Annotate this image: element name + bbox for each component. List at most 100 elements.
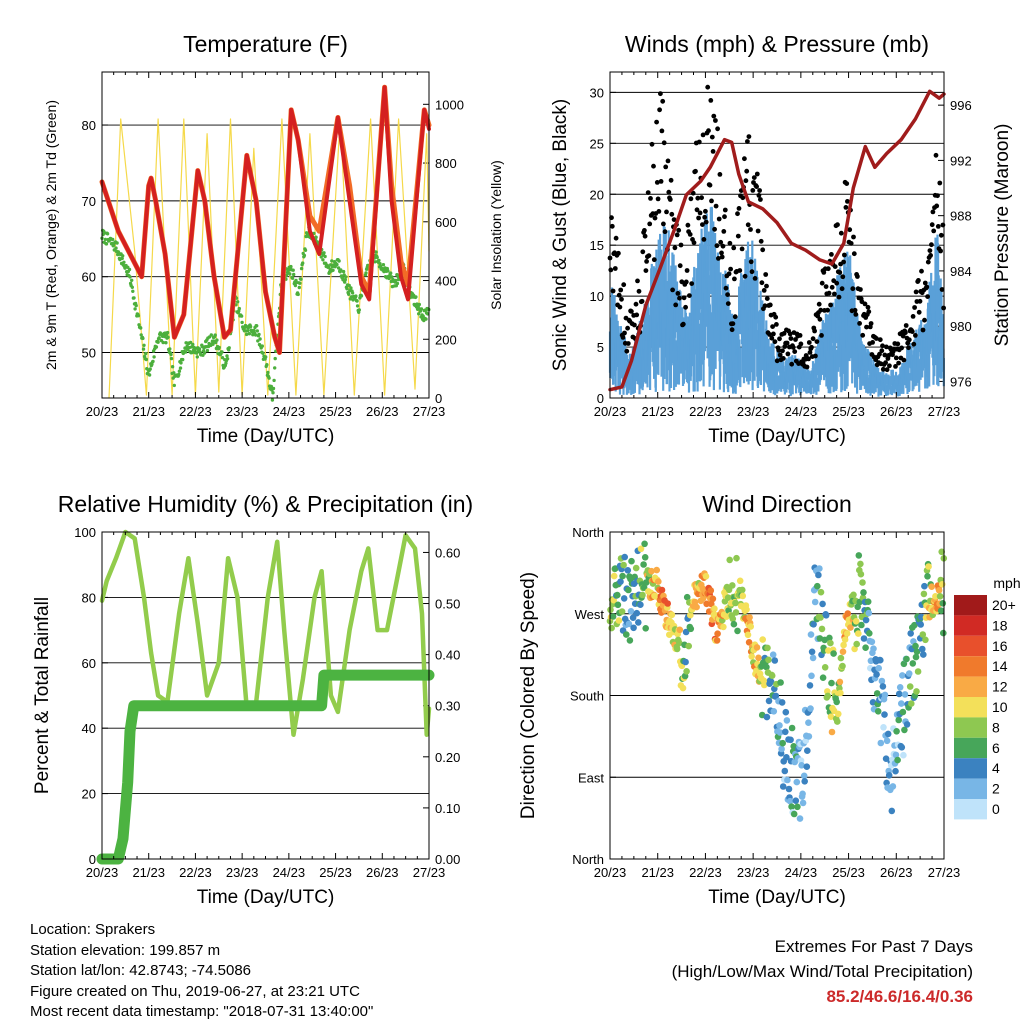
wind-ytick-label: 10	[590, 289, 604, 304]
direction-point	[783, 717, 791, 724]
dewpoint-point	[264, 355, 268, 359]
gust-point	[877, 351, 882, 357]
gust-point	[776, 347, 782, 353]
gust-point	[939, 287, 945, 292]
gust-point	[746, 134, 752, 140]
rh-ylabel: Percent & Total Rainfall	[32, 597, 53, 794]
gust-point	[714, 243, 720, 249]
gust-point	[858, 287, 863, 292]
gust-point	[829, 284, 835, 290]
direction-point	[708, 600, 715, 608]
gust-point	[725, 292, 730, 297]
temp-ytick-label: 70	[82, 194, 96, 209]
direction-point	[857, 570, 865, 578]
gust-point	[663, 164, 669, 170]
legend-label: 18	[992, 617, 1008, 633]
direction-point	[632, 564, 640, 572]
gust-point	[620, 335, 626, 340]
direction-point	[839, 662, 846, 670]
direction-point	[920, 590, 928, 598]
direction-point	[707, 587, 715, 594]
gust-point	[911, 341, 917, 347]
dewpoint-point	[335, 262, 339, 267]
direction-point	[755, 654, 762, 662]
dir-xtick-label: 26/23	[880, 865, 913, 880]
dewpoint-point	[156, 340, 160, 344]
gust-point	[865, 304, 871, 310]
gust-point	[884, 367, 890, 373]
dewpoint-point	[147, 373, 152, 377]
dewpoint-point	[141, 347, 146, 351]
dewpoint-point	[179, 361, 183, 365]
gust-point	[617, 304, 623, 310]
direction-point	[928, 583, 935, 590]
direction-point	[711, 605, 718, 612]
gust-point	[929, 222, 935, 228]
temp-ylabel: 2m & 9m T (Red, Orange) & 2m Td (Green)	[43, 100, 59, 370]
dewpoint-point	[272, 378, 276, 383]
dewpoint-point	[314, 235, 318, 239]
gust-point	[744, 168, 750, 174]
direction-point	[873, 690, 881, 697]
dewpoint-point	[373, 260, 377, 264]
direction-point	[898, 744, 906, 751]
gust-point	[823, 284, 829, 289]
direction-point	[703, 600, 710, 608]
direction-point	[938, 581, 946, 588]
gust-point	[812, 328, 817, 334]
temp-xtick-label: 27/23	[413, 404, 446, 419]
gust-point	[689, 281, 695, 286]
direction-point	[614, 601, 622, 609]
gust-point	[821, 270, 827, 275]
gust-point	[624, 348, 630, 354]
gust-point	[785, 351, 791, 357]
legend-swatch	[954, 635, 987, 657]
rh-xtick-label: 22/23	[179, 865, 212, 880]
direction-point	[614, 591, 621, 599]
gust-point	[658, 179, 664, 184]
wind-y2tick-label: 988	[950, 209, 972, 224]
direction-point	[729, 615, 737, 623]
gust-point	[703, 208, 708, 214]
direction-point	[828, 728, 836, 736]
gust-point	[625, 341, 631, 346]
dewpoint-point	[202, 351, 207, 355]
direction-point	[691, 598, 699, 606]
gust-point	[718, 239, 724, 245]
gust-point	[758, 238, 764, 244]
dewpoint-point	[414, 295, 418, 299]
rh-xtick-label: 20/23	[86, 865, 119, 880]
gust-point	[880, 343, 885, 349]
dewpoint-point	[339, 268, 343, 272]
direction-point	[818, 625, 826, 633]
dewpoint-point	[152, 355, 156, 359]
gust-point	[788, 336, 794, 341]
gust-point	[870, 340, 875, 345]
dewpoint-point	[377, 258, 381, 263]
gust-point	[715, 126, 720, 132]
direction-point	[768, 672, 776, 679]
gust-point	[920, 327, 926, 333]
gust-point	[683, 279, 689, 285]
extremes-subheading: (High/Low/Max Wind/Total Precipitation)	[671, 962, 973, 981]
dewpoint-point	[240, 320, 244, 325]
dewpoint-point	[296, 292, 300, 297]
gust-point	[925, 294, 930, 299]
direction-point	[702, 573, 710, 580]
dewpoint-point	[177, 369, 182, 373]
gust-point	[681, 295, 687, 301]
dewpoint-point	[148, 367, 152, 371]
direction-point	[792, 797, 800, 804]
gust-point	[848, 241, 854, 246]
gust-point	[884, 344, 889, 350]
dewpoint-point	[381, 263, 386, 267]
gust-point	[694, 207, 700, 213]
gust-point	[731, 245, 737, 251]
direction-point	[808, 672, 815, 680]
gust-point	[621, 282, 627, 288]
rh-xlabel: Time (Day/UTC)	[197, 887, 335, 908]
gust-point	[701, 237, 707, 242]
gust-point	[825, 266, 831, 272]
direction-point	[906, 683, 914, 690]
direction-point	[892, 767, 899, 775]
